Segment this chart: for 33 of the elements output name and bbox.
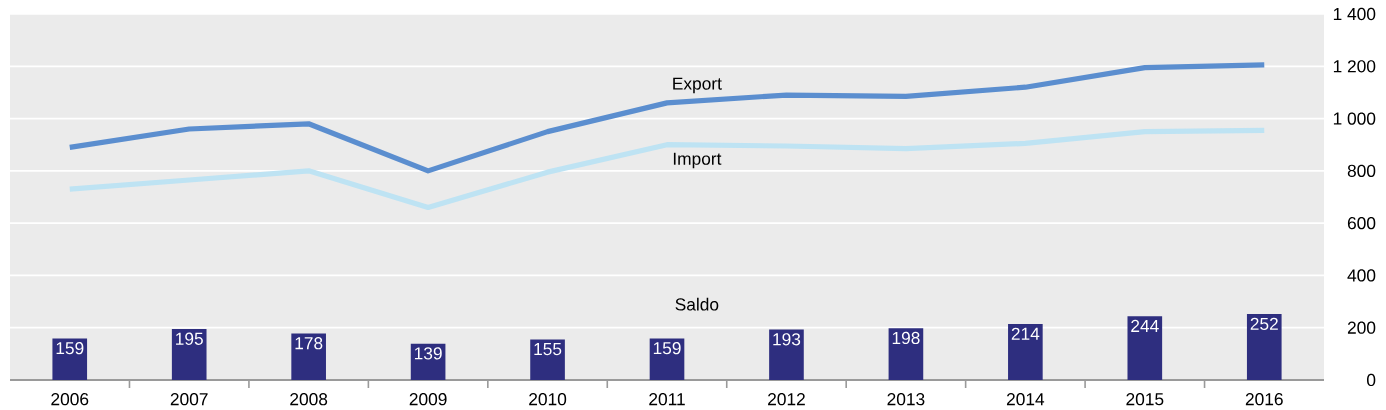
y-tick-label: 200 [1347,321,1376,334]
x-tick-label: 2006 [51,393,89,406]
data-label: 155 [534,343,562,356]
data-label: 198 [892,331,920,345]
data-label: 159 [56,342,84,355]
x-tick-label: 2009 [409,393,447,406]
y-tick-label: 0 [1367,373,1376,387]
x-tick-label: 2007 [170,393,208,406]
series-label: Export [673,77,722,94]
data-label: 139 [414,347,442,360]
data-label: 159 [653,342,681,355]
y-tick-label: 1 400 [1333,7,1376,21]
x-tick-label: 2015 [1126,393,1164,406]
x-tick-label: 2014 [1006,393,1045,406]
y-tick-label: 1 000 [1333,112,1376,125]
x-tick-label: 2010 [529,393,567,406]
y-tick-label: 1 200 [1333,60,1376,73]
x-tick-label: 2008 [290,393,328,406]
x-tick-label: 2013 [887,393,925,406]
x-tick-label: 2012 [768,393,805,406]
data-label: 214 [1011,327,1040,340]
data-label: 252 [1250,317,1278,330]
x-tick-label: 2011 [649,393,685,406]
series-label: Import [673,152,722,169]
data-label: 244 [1131,319,1159,332]
y-tick-label: 800 [1347,164,1376,177]
y-tick-label: 400 [1347,269,1376,282]
data-label: 178 [295,337,323,350]
data-label: 195 [176,332,203,345]
data-label: 193 [773,333,801,346]
x-tick-label: 2016 [1245,393,1283,406]
y-tick-label: 600 [1347,216,1376,230]
series-label: Saldo [675,297,719,311]
